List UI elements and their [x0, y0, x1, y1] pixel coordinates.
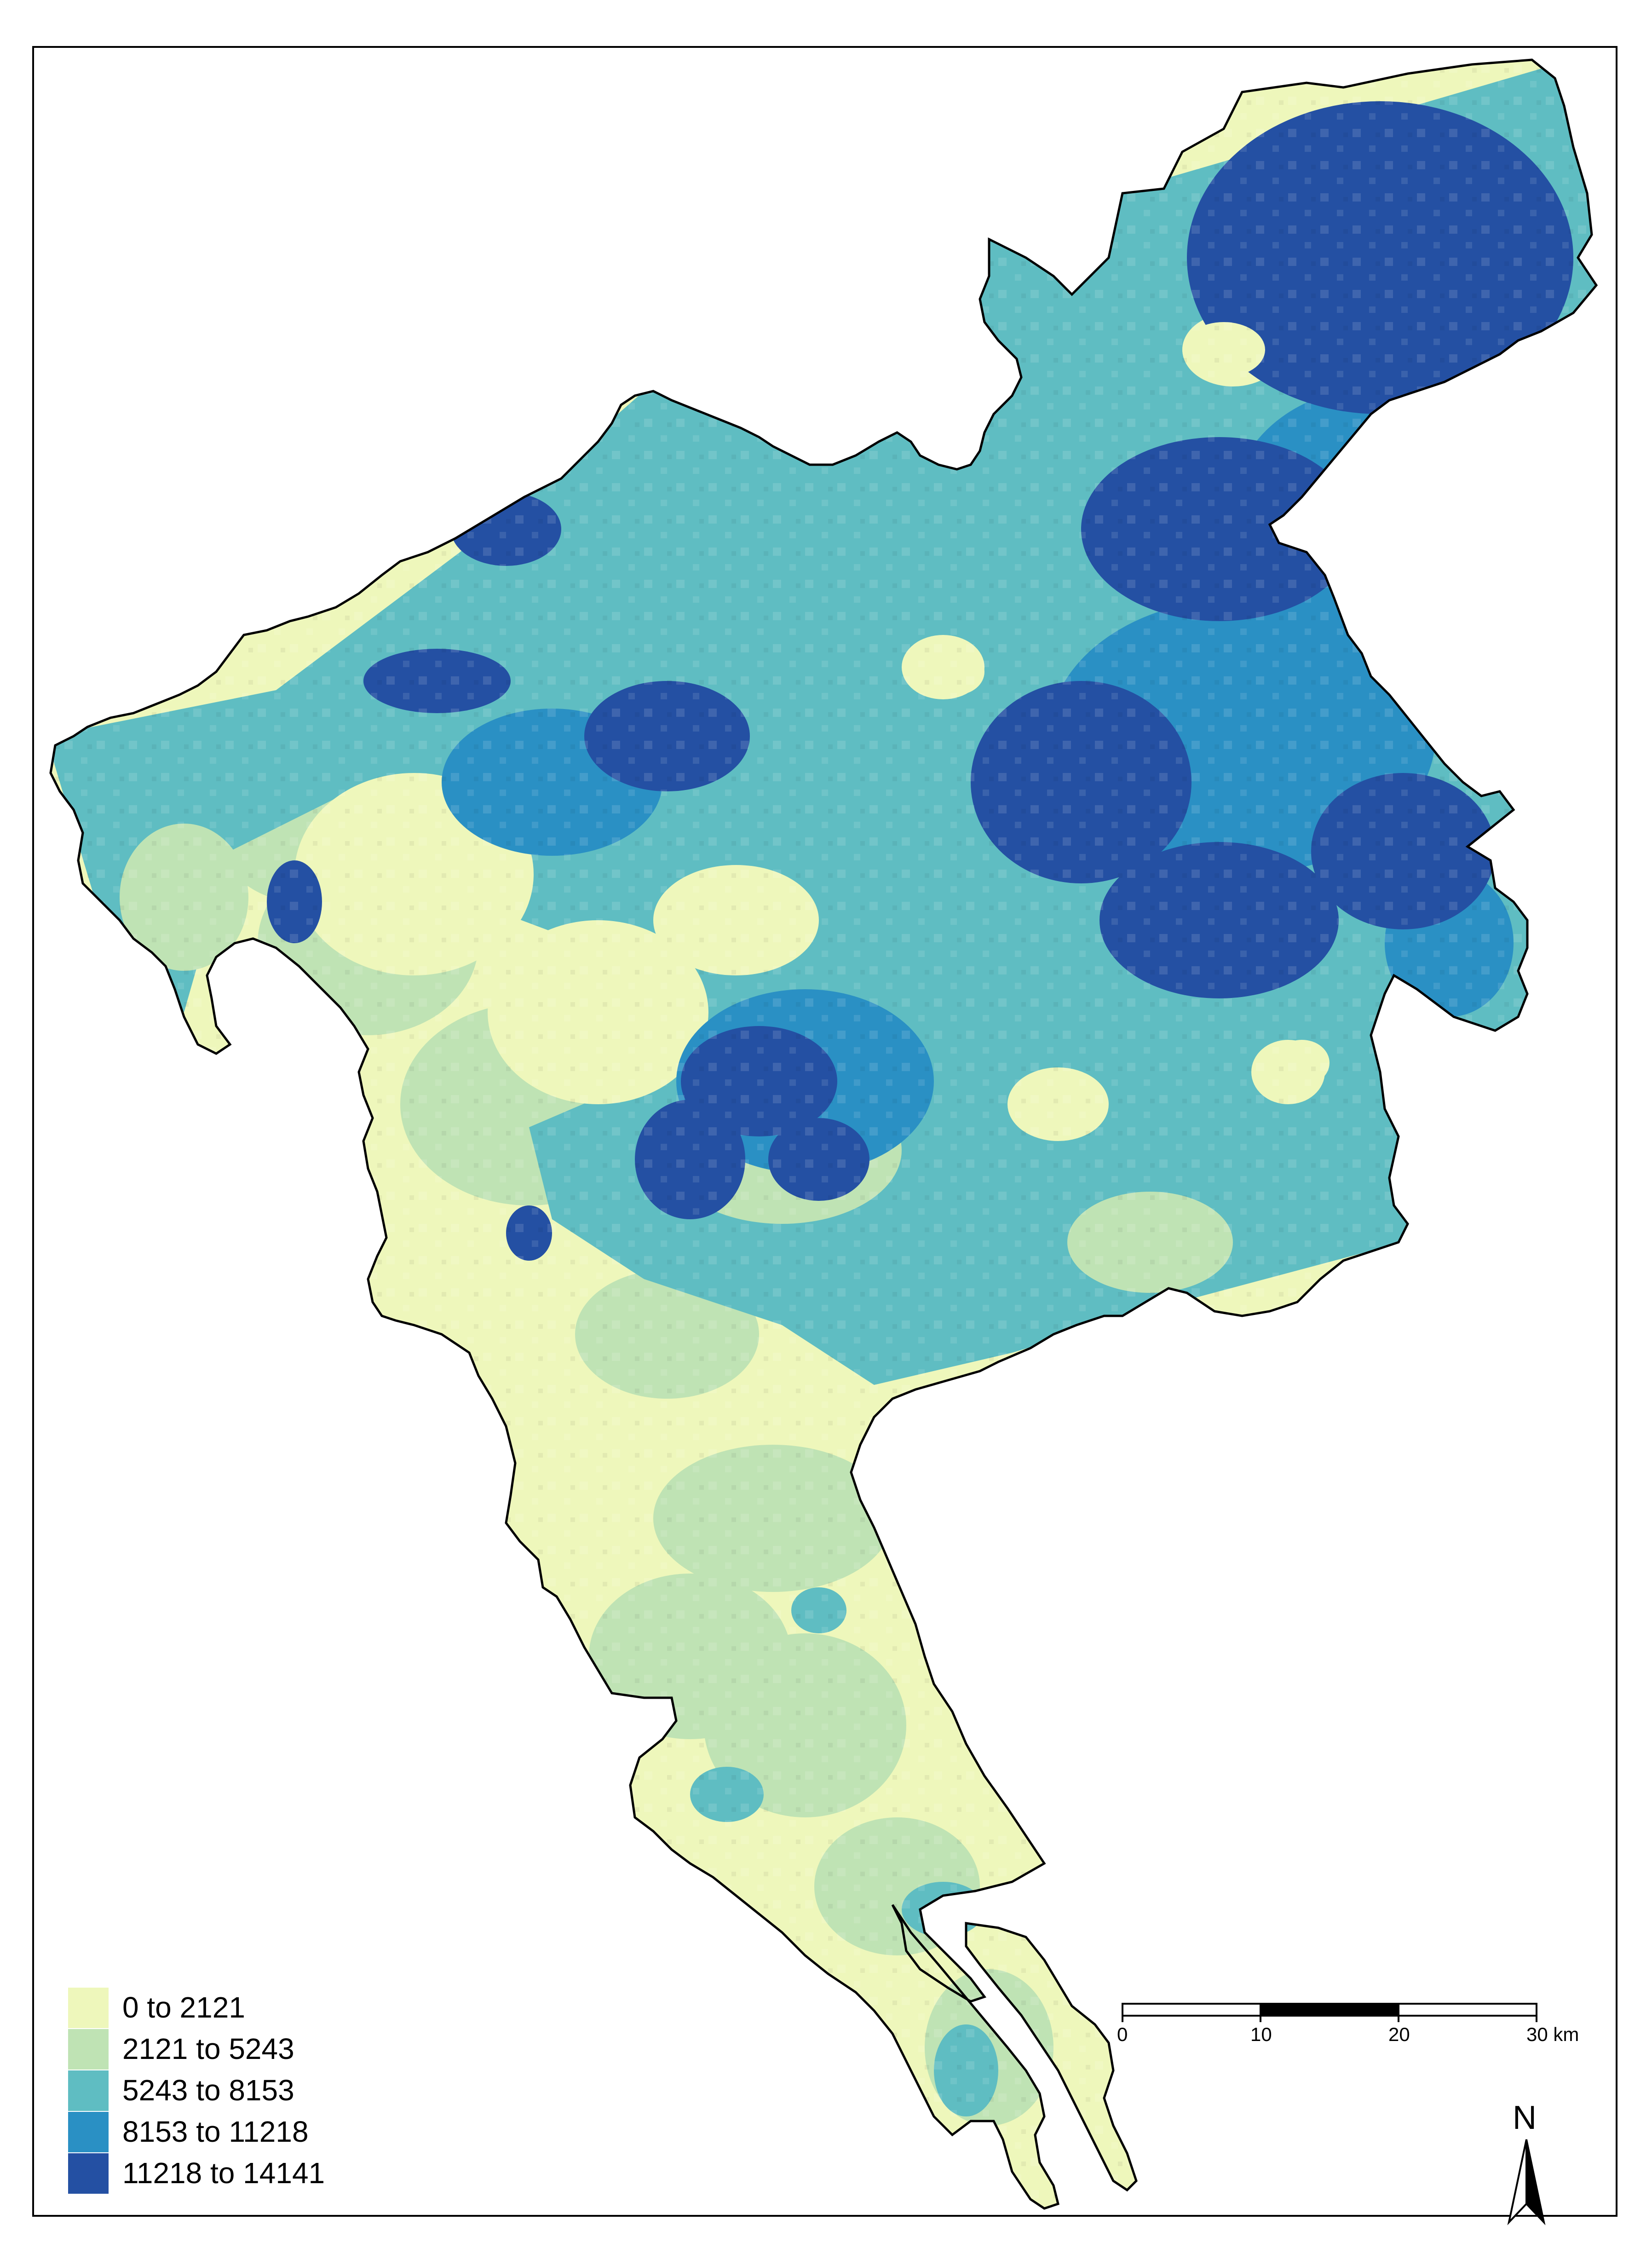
legend-label: 5243 to 8153	[122, 2074, 294, 2107]
north-label: N	[1513, 2099, 1537, 2136]
legend-label: 11218 to 14141	[122, 2156, 325, 2190]
legend-swatch	[68, 2029, 109, 2070]
scale-tick-20: 20	[1388, 2024, 1410, 2045]
legend-swatch	[68, 2153, 109, 2194]
scale-tick-0: 0	[1117, 2024, 1128, 2045]
scale-tick-10: 10	[1250, 2024, 1272, 2045]
legend-label: 0 to 2121	[122, 1991, 245, 2024]
scale-tick-30km: 30 km	[1526, 2024, 1579, 2045]
legend-swatch	[68, 1988, 109, 2028]
legend-label: 2121 to 5243	[122, 2032, 294, 2065]
scale-bar	[1122, 2003, 1537, 2022]
legend-label: 8153 to 11218	[122, 2115, 309, 2148]
north-arrow-icon	[1507, 2139, 1546, 2225]
legend-swatch	[68, 2112, 109, 2152]
legend-swatch	[68, 2070, 109, 2111]
